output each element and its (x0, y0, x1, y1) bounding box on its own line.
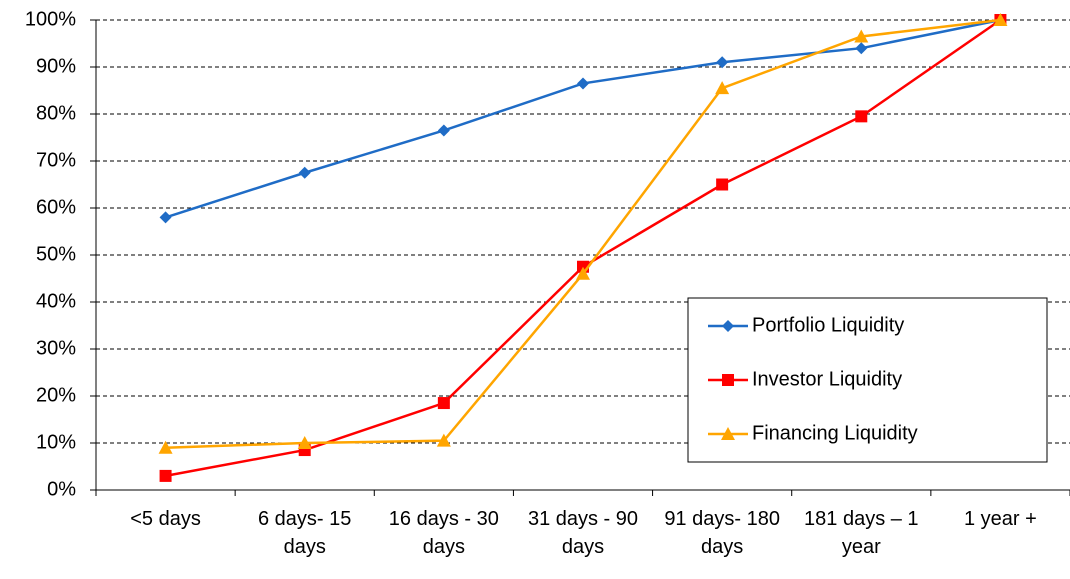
data-point (436, 433, 451, 447)
data-point (716, 178, 729, 191)
data-point (158, 440, 173, 454)
legend-marker (721, 427, 735, 440)
data-point (159, 469, 172, 482)
data-point (854, 29, 869, 43)
legend-label: Portfolio Liquidity (752, 314, 904, 336)
data-point (855, 42, 868, 55)
data-point (437, 397, 450, 410)
legend-marker (722, 374, 734, 386)
data-point (577, 77, 589, 90)
data-point (298, 166, 311, 179)
series-line (165, 18, 1001, 219)
y-tick-label: 60% (36, 196, 76, 218)
y-tick-label: 30% (36, 337, 76, 359)
data-point (993, 13, 1008, 26)
x-tick-label: <5 days (130, 508, 201, 530)
x-tick-label: 181 days – 1 year (804, 508, 919, 558)
data-point (716, 56, 729, 69)
data-point (855, 110, 868, 123)
x-tick-label: 1 year + (964, 508, 1037, 530)
y-tick-label: 20% (36, 384, 76, 406)
y-tick-label: 50% (36, 243, 76, 265)
data-point (437, 124, 450, 137)
y-tick-label: 90% (36, 55, 76, 77)
legend-label: Investor Liquidity (752, 368, 902, 390)
legend-label: Financing Liquidity (752, 422, 918, 444)
x-tick-label: 31 days - 90 days (527, 508, 639, 558)
y-tick-label: 70% (36, 149, 76, 171)
data-point (715, 81, 730, 95)
y-tick-label: 100% (25, 8, 76, 30)
data-point (297, 436, 312, 449)
x-tick-label: 6 days- 15 days (258, 508, 352, 558)
y-tick-label: 40% (36, 290, 76, 312)
y-tick-label: 80% (36, 102, 76, 124)
legend-marker (722, 320, 734, 332)
x-tick-label: 91 days- 180 days (664, 508, 780, 558)
data-point (576, 266, 590, 280)
y-tick-label: 10% (36, 431, 76, 453)
data-point (159, 211, 172, 224)
x-tick-label: 16 days - 30 days (388, 508, 499, 558)
y-tick-label: 0% (47, 478, 76, 500)
